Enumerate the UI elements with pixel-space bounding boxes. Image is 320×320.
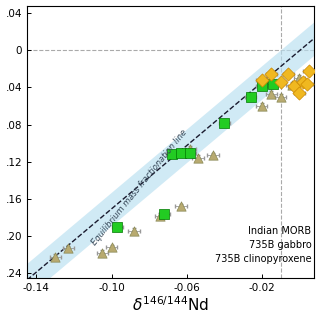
Text: Indian MORB
735B gabbro
735B clinopyroxene: Indian MORB 735B gabbro 735B clinopyroxe…	[215, 227, 312, 264]
Point	[179, 150, 184, 155]
Point	[100, 251, 105, 256]
Point	[306, 68, 311, 73]
Point	[300, 79, 306, 84]
Point	[297, 91, 302, 96]
Point	[248, 94, 253, 99]
Point	[259, 103, 264, 108]
Point	[162, 212, 167, 217]
Point	[158, 213, 163, 218]
Point	[269, 92, 274, 97]
X-axis label: $\delta^{146/144}$Nd: $\delta^{146/144}$Nd	[132, 296, 209, 315]
Point	[169, 152, 174, 157]
Point	[132, 228, 137, 233]
Point	[297, 76, 302, 81]
Point	[291, 83, 296, 88]
Text: Equilibrium mass fractionation line: Equilibrium mass fractionation line	[90, 128, 189, 247]
Point	[222, 120, 227, 125]
Point	[188, 150, 193, 155]
Point	[278, 79, 283, 84]
Point	[115, 224, 120, 229]
Point	[289, 82, 294, 87]
Point	[304, 81, 309, 86]
Point	[259, 83, 264, 88]
Point	[269, 72, 274, 77]
Point	[270, 81, 276, 86]
Point	[66, 246, 71, 251]
Point	[53, 254, 58, 259]
Point	[179, 204, 184, 209]
Point	[109, 245, 114, 250]
Point	[188, 146, 193, 151]
Point	[196, 156, 201, 161]
Point	[278, 94, 283, 99]
Point	[259, 77, 264, 83]
Point	[285, 72, 291, 77]
Point	[211, 153, 216, 158]
